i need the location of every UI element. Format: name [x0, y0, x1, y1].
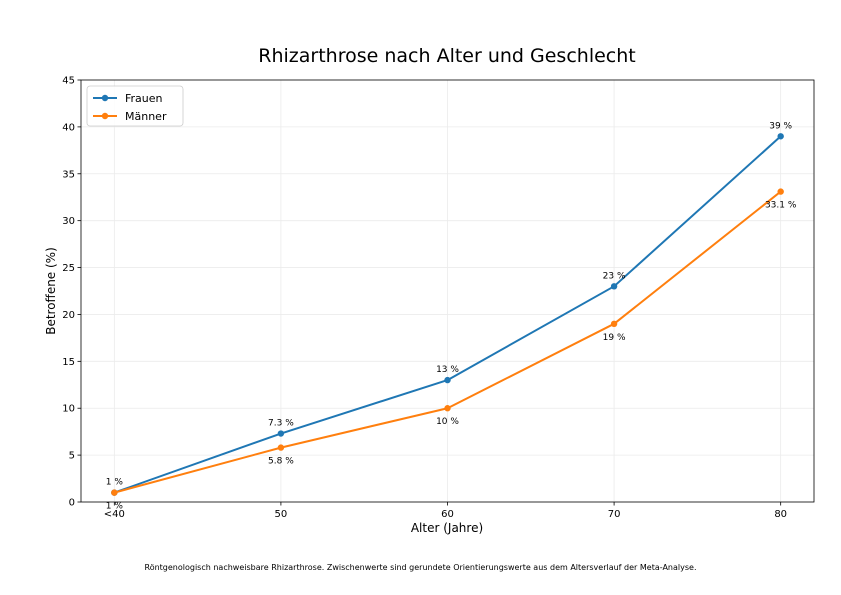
legend-label: Frauen	[125, 92, 163, 105]
legend-swatch-marker	[101, 112, 109, 120]
y-tick-label: 45	[62, 76, 75, 87]
axes: 0 5 10 15 20 25 30 35 40 45 <40 50 60 70 80	[62, 76, 815, 520]
chart-caption: Röntgenologisch nachweisbare Rhizarthros…	[144, 563, 697, 572]
data-point	[610, 283, 618, 290]
y-tick-label: 10	[62, 404, 75, 415]
chart-title: Rhizarthrose nach Alter und Geschlecht	[258, 45, 635, 67]
data-point	[277, 444, 285, 451]
data-label: 1 %	[106, 478, 124, 488]
grid	[81, 79, 814, 503]
data-point	[777, 133, 784, 140]
data-label: 13 %	[436, 365, 459, 375]
y-axis-label: Betroffene (%)	[44, 247, 58, 335]
legend: Frauen Männer	[86, 85, 184, 127]
x-tick-label: 70	[608, 509, 621, 520]
x-tick-label: 60	[441, 509, 454, 520]
y-tick-label: 40	[62, 122, 75, 133]
y-tick-label: 25	[62, 263, 75, 274]
data-label: 23 %	[603, 271, 626, 281]
data-point	[444, 405, 451, 412]
y-tick-label: 5	[69, 451, 75, 462]
data-point	[777, 188, 784, 195]
y-tick-label: 0	[69, 498, 75, 509]
y-tick-label: 15	[62, 357, 75, 368]
data-point	[610, 320, 618, 328]
series-layer: 1 % 7.3 % 13 % 23 % 39 % 1 % 5.8 % 10 % 19 % 33.1…	[106, 121, 797, 511]
legend-swatch-marker	[101, 94, 109, 102]
x-tick-label: 50	[275, 509, 288, 520]
data-point	[111, 489, 118, 496]
data-label: 33.1 %	[765, 201, 797, 211]
data-point	[277, 430, 285, 437]
data-label: 39 %	[769, 121, 792, 131]
data-label: 10 %	[436, 417, 459, 427]
data-label: 7.3 %	[268, 419, 294, 429]
legend-label: Männer	[125, 110, 167, 123]
data-label: 5.8 %	[268, 457, 294, 467]
data-point	[444, 376, 451, 384]
data-label: 1 %	[106, 502, 124, 512]
y-tick-label: 20	[62, 310, 75, 321]
data-label: 19 %	[603, 333, 626, 343]
x-tick-label: <40	[104, 509, 125, 520]
y-tick-label: 30	[62, 216, 75, 227]
y-tick-label: 35	[62, 169, 75, 180]
x-tick-label: 80	[774, 509, 787, 520]
x-axis-label: Alter (Jahre)	[411, 521, 483, 535]
